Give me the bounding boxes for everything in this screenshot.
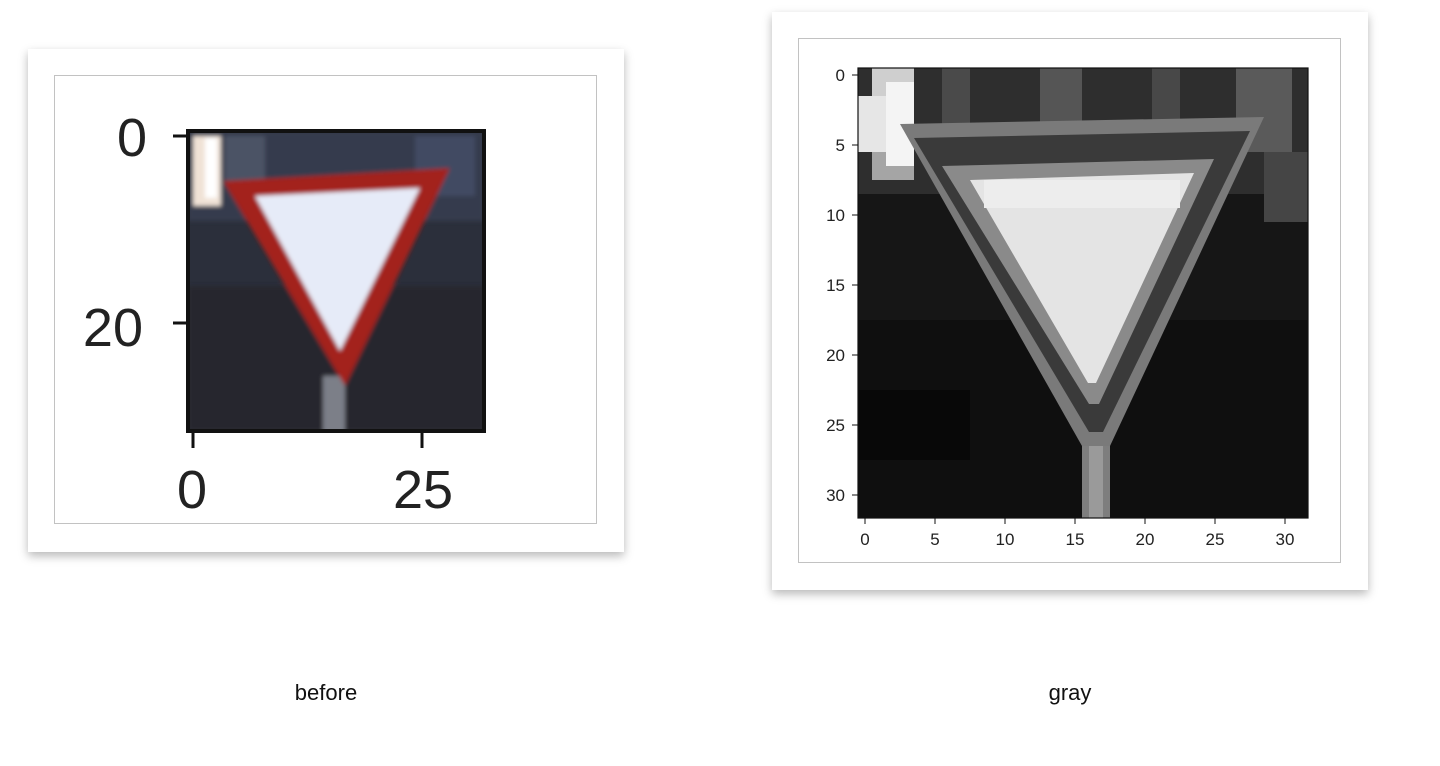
gray-x-tick-20: 20 [1136, 530, 1155, 549]
gray-x-tick-0: 0 [860, 530, 869, 549]
before-plot-frame: 0 20 0 25 [54, 75, 597, 524]
gray-y-tick-30: 30 [826, 486, 845, 505]
gray-y-tick-0: 0 [836, 66, 845, 85]
before-x-tick-0: 0 [177, 460, 207, 520]
gray-y-tick-20: 20 [826, 346, 845, 365]
gray-y-tick-25: 25 [826, 416, 845, 435]
gray-x-tick-10: 10 [996, 530, 1015, 549]
gray-y-tick-15: 15 [826, 276, 845, 295]
gray-image-card: 0 5 10 15 20 25 30 0 5 10 [772, 12, 1368, 590]
gray-x-tick-25: 25 [1206, 530, 1225, 549]
caption-gray: gray [1048, 680, 1092, 705]
gray-x-tick-30: 30 [1276, 530, 1295, 549]
caption-before: before [294, 680, 358, 705]
gray-y-tick-5: 5 [836, 136, 845, 155]
gray-image [858, 68, 1308, 518]
before-y-tick-0: 0 [117, 108, 147, 168]
gray-x-tick-15: 15 [1066, 530, 1085, 549]
before-x-tick-1: 25 [393, 460, 453, 520]
before-y-tick-1: 20 [83, 298, 143, 358]
gray-x-tick-5: 5 [930, 530, 939, 549]
before-image [188, 131, 484, 431]
gray-plot: 0 5 10 15 20 25 30 0 5 10 [826, 66, 1309, 549]
before-image-card: 0 20 0 25 [28, 49, 624, 552]
gray-plot-frame: 0 5 10 15 20 25 30 0 5 10 [798, 38, 1341, 563]
before-axes-frame [186, 129, 486, 433]
gray-axes-frame [857, 67, 1309, 519]
gray-y-tick-10: 10 [826, 206, 845, 225]
before-plot: 0 20 0 25 [83, 108, 486, 520]
